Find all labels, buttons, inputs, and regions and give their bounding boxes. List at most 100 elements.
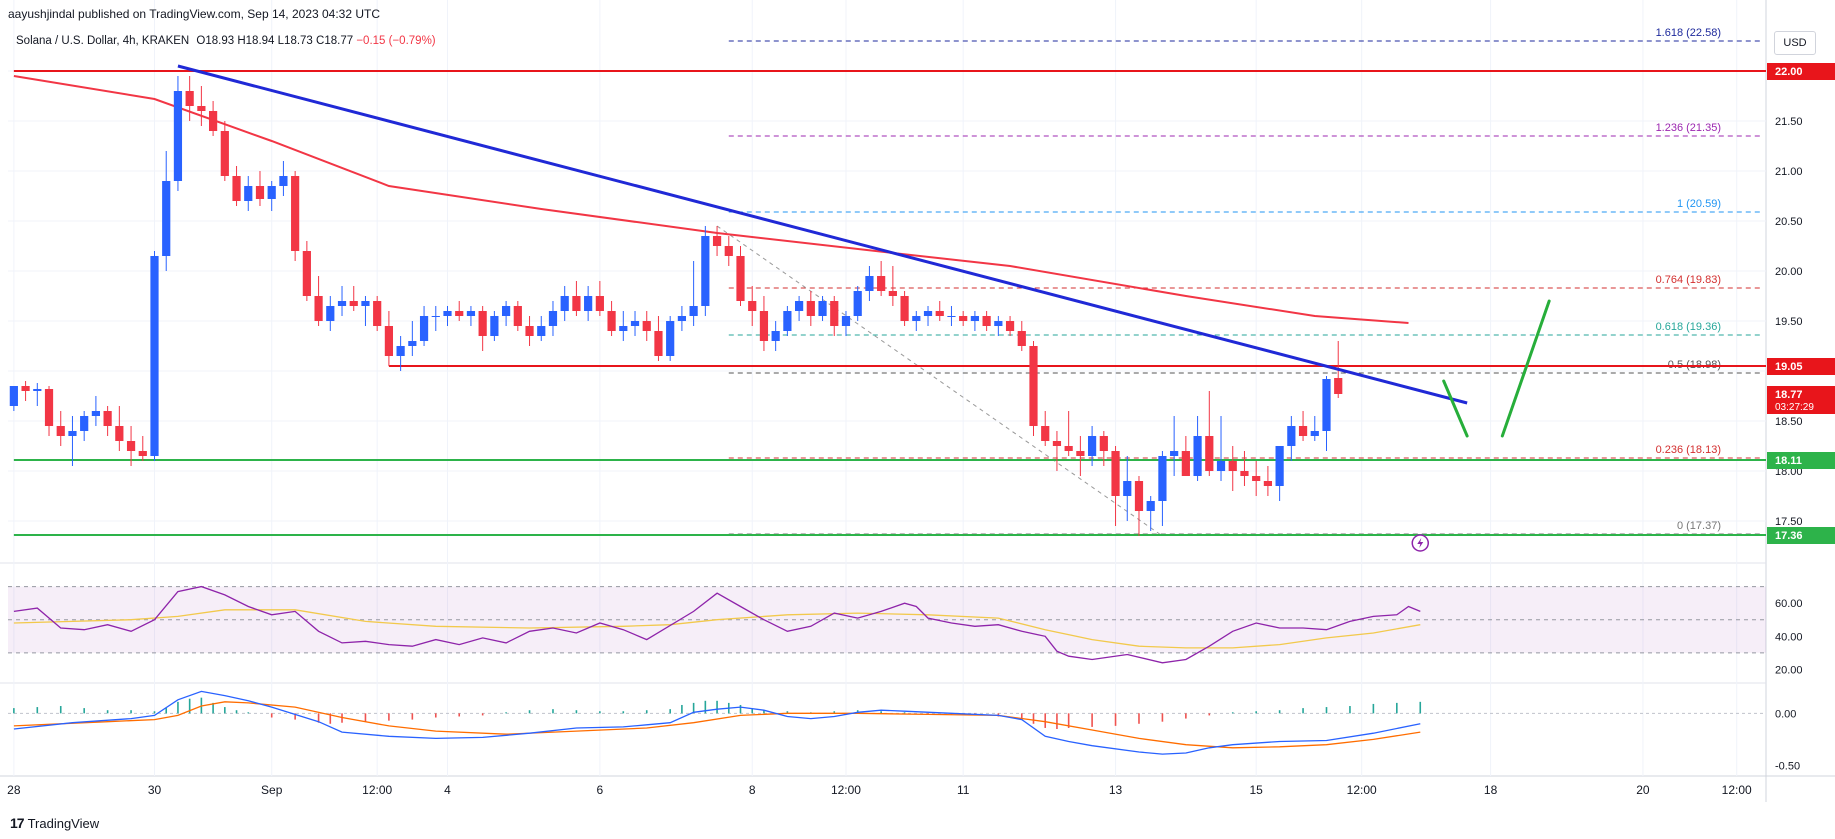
macd-histogram-bar bbox=[528, 710, 531, 714]
candle bbox=[56, 426, 65, 436]
candle bbox=[923, 311, 933, 316]
macd-histogram-bar bbox=[1208, 713, 1211, 716]
macd-histogram-bar bbox=[1067, 713, 1070, 728]
low-value: L18.73 bbox=[277, 35, 313, 47]
candle bbox=[337, 301, 347, 306]
candle bbox=[935, 311, 944, 316]
candle bbox=[1005, 321, 1015, 331]
candle bbox=[138, 451, 147, 456]
macd-histogram-bar bbox=[1302, 708, 1304, 714]
candle bbox=[326, 306, 335, 321]
macd-histogram-bar bbox=[505, 712, 507, 714]
price-label-bg bbox=[1767, 358, 1835, 375]
fib-label: 1 (20.59) bbox=[1677, 198, 1721, 210]
candle bbox=[548, 311, 558, 326]
rsi-tick-label: 60.00 bbox=[1775, 598, 1803, 610]
x-tick-label: 18 bbox=[1484, 783, 1498, 797]
macd-histogram-bar bbox=[739, 704, 742, 714]
rsi-tick-label: 20.00 bbox=[1775, 664, 1803, 676]
candle bbox=[1170, 451, 1179, 456]
published-info: aayushjindal published on TradingView.co… bbox=[8, 7, 381, 21]
macd-histogram-bar bbox=[364, 713, 367, 722]
candle bbox=[68, 431, 77, 436]
candle bbox=[33, 389, 42, 391]
candle bbox=[689, 306, 698, 316]
candle bbox=[419, 316, 429, 341]
macd-histogram-bar bbox=[763, 710, 765, 714]
candle bbox=[1240, 471, 1249, 476]
candle bbox=[361, 301, 370, 306]
y-tick-label: 21.50 bbox=[1775, 116, 1803, 128]
macd-histogram-bar bbox=[1419, 701, 1422, 714]
close-value: C18.77 bbox=[316, 35, 354, 47]
fib-label: 0.618 (19.36) bbox=[1656, 321, 1721, 333]
macd-histogram-bar bbox=[1231, 712, 1234, 714]
candle bbox=[818, 301, 827, 316]
macd-histogram-bar bbox=[645, 710, 648, 714]
macd-histogram-bar bbox=[786, 711, 789, 714]
candle bbox=[1287, 426, 1296, 446]
candle bbox=[982, 316, 991, 326]
fib-label: 1.236 (21.35) bbox=[1656, 122, 1721, 134]
x-tick-label: 30 bbox=[148, 783, 162, 797]
candle bbox=[724, 246, 733, 256]
countdown-label: 03:27:29 bbox=[1775, 402, 1814, 413]
candle bbox=[1334, 378, 1343, 394]
brand[interactable]: 17 TradingView bbox=[10, 815, 99, 831]
candle bbox=[291, 176, 300, 251]
macd-histogram-bar bbox=[458, 713, 461, 717]
candle bbox=[490, 316, 499, 336]
rsi-ma-line bbox=[13, 609, 1421, 649]
x-tick-label: 15 bbox=[1250, 783, 1264, 797]
candle bbox=[255, 186, 265, 199]
fib-label: 0 (17.37) bbox=[1677, 520, 1721, 532]
candle bbox=[173, 91, 183, 181]
macd-histogram-bar bbox=[833, 711, 836, 714]
candle bbox=[150, 256, 159, 456]
macd-histogram-bar bbox=[247, 712, 250, 714]
y-tick-label: 20.00 bbox=[1775, 266, 1803, 278]
candle bbox=[1193, 436, 1202, 476]
candle bbox=[185, 91, 194, 106]
macd-line bbox=[13, 690, 1421, 755]
candle bbox=[1064, 446, 1073, 451]
currency-button[interactable]: USD bbox=[1774, 31, 1816, 55]
macd-histogram-bar bbox=[165, 708, 168, 714]
symbol-name: Solana / U.S. Dollar, 4h, KRAKEN bbox=[16, 35, 190, 47]
macd-histogram-bar bbox=[1372, 703, 1375, 714]
event-bolt-icon bbox=[1417, 538, 1424, 548]
macd-histogram-bar bbox=[294, 713, 296, 720]
macd-histogram-bar bbox=[751, 708, 754, 714]
candle bbox=[853, 291, 862, 316]
macd-histogram-bar bbox=[1349, 706, 1351, 714]
macd-histogram-bar bbox=[235, 710, 238, 714]
candle bbox=[220, 131, 229, 176]
candle bbox=[408, 341, 417, 346]
rsi-line bbox=[13, 585, 1421, 664]
candle bbox=[888, 291, 897, 296]
macd-histogram-bar bbox=[1161, 713, 1164, 722]
candle bbox=[759, 311, 769, 341]
price-label: 19.05 bbox=[1775, 361, 1803, 373]
macd-histogram-bar bbox=[177, 701, 179, 714]
price-label-bg bbox=[1767, 527, 1835, 544]
candle bbox=[501, 306, 511, 316]
candle bbox=[560, 296, 569, 311]
candle bbox=[584, 296, 593, 311]
candle bbox=[712, 236, 722, 246]
candle bbox=[103, 411, 112, 426]
macd-histogram-bar bbox=[552, 709, 554, 714]
candle bbox=[455, 311, 464, 316]
candle bbox=[572, 296, 581, 311]
candle bbox=[1052, 441, 1062, 446]
candle bbox=[279, 176, 288, 186]
candle bbox=[115, 426, 124, 441]
change-value: −0.15 (−0.79%) bbox=[356, 35, 436, 47]
candle bbox=[1216, 461, 1226, 471]
candle bbox=[841, 316, 851, 326]
macd-histogram-bar bbox=[388, 713, 390, 721]
macd-histogram-bar bbox=[1325, 707, 1328, 714]
y-tick-label: 21.00 bbox=[1775, 166, 1803, 178]
candle bbox=[1111, 451, 1120, 496]
